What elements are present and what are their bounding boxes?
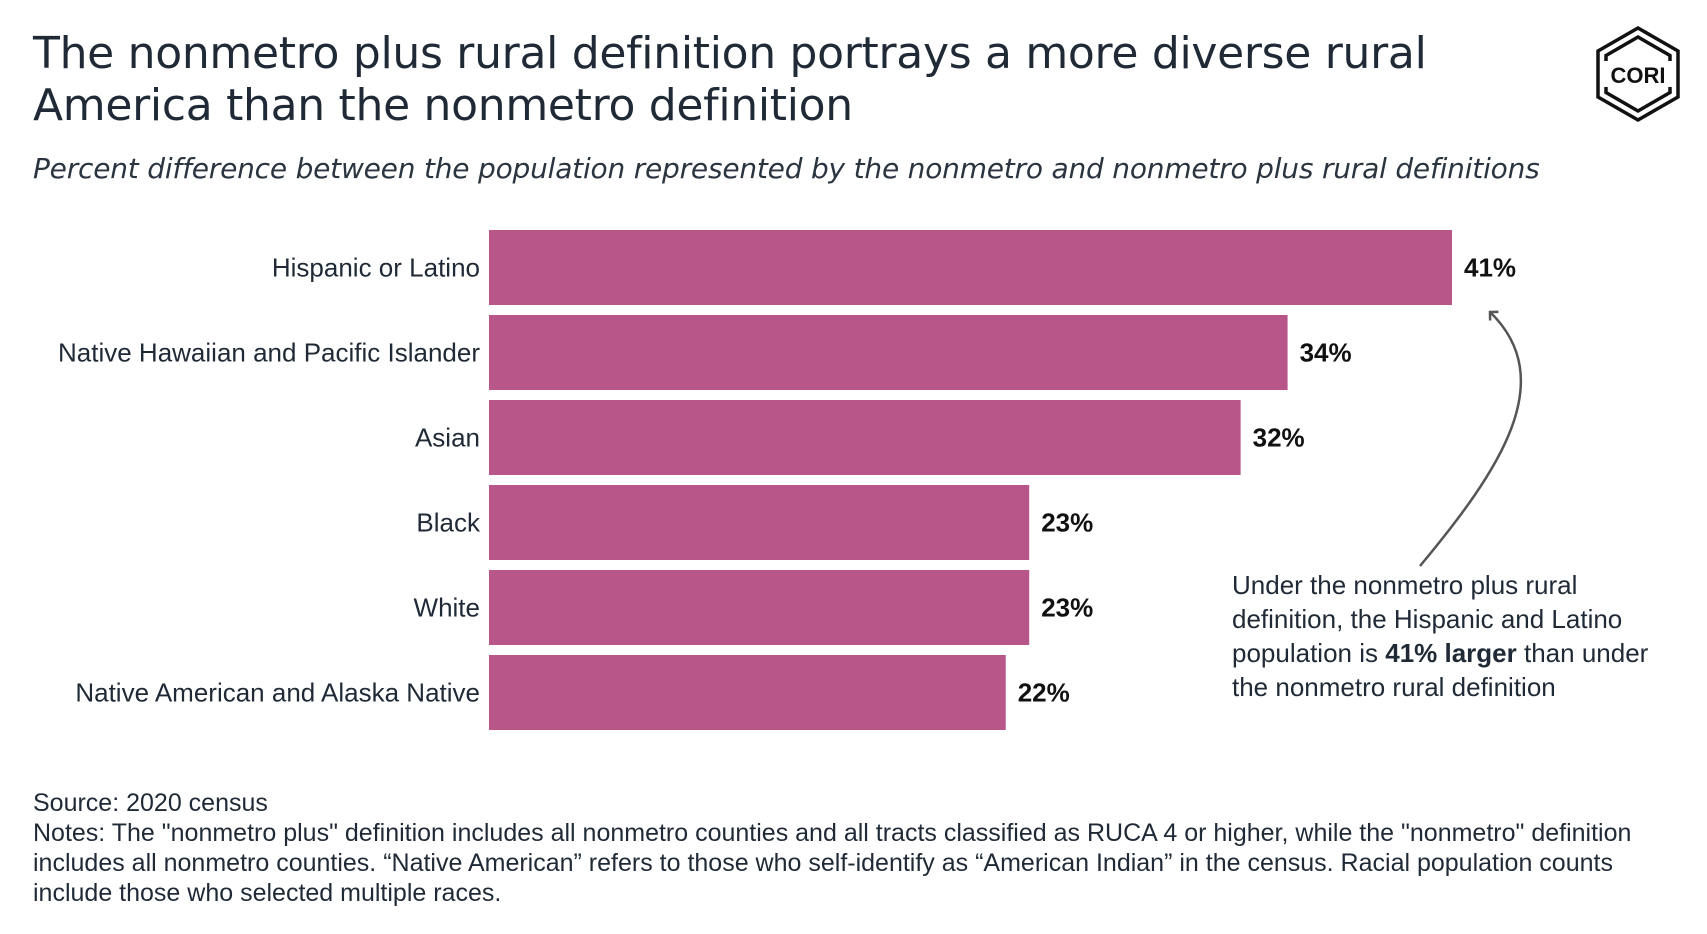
value-labels-group: 41% 34% 32% 23% 23% 22%	[1018, 253, 1516, 708]
annotation-text-bold: 41% larger	[1385, 638, 1517, 668]
category-label-2: Asian	[415, 423, 480, 453]
value-label-3: 23%	[1041, 508, 1093, 538]
annotation-text-before: Under the nonmetro plus rural definition…	[1232, 570, 1623, 668]
bar-2	[489, 400, 1241, 475]
chart-footer: Source: 2020 census Notes: The "nonmetro…	[33, 788, 1683, 908]
chart-subtitle: Percent difference between the populatio…	[33, 152, 1540, 185]
bars-group	[489, 230, 1452, 730]
value-label-1: 34%	[1300, 338, 1352, 368]
category-label-1: Native Hawaiian and Pacific Islander	[58, 338, 480, 368]
chart-title: The nonmetro plus rural definition portr…	[33, 28, 1427, 131]
bar-5	[489, 655, 1006, 730]
source-note: Source: 2020 census	[33, 789, 268, 817]
value-label-4: 23%	[1041, 593, 1093, 623]
category-label-3: Black	[416, 508, 481, 538]
bar-1	[489, 315, 1288, 390]
value-label-0: 41%	[1464, 253, 1516, 283]
annotation-text-after: than under the nonmetro rural definition	[1232, 638, 1649, 702]
bar-0	[489, 230, 1452, 305]
notes-text: Notes: The "nonmetro plus" definition in…	[33, 819, 1632, 907]
cori-logo-outer-hexagon	[1596, 25, 1680, 123]
value-label-2: 32%	[1253, 423, 1305, 453]
cori-logo-inner-hexagon	[1604, 34, 1672, 114]
category-label-0: Hispanic or Latino	[272, 253, 480, 283]
category-label-5: Native American and Alaska Native	[75, 678, 480, 708]
annotation-text: Under the nonmetro plus rural definition…	[1232, 568, 1652, 704]
bar-4	[489, 570, 1030, 645]
category-labels-group: Hispanic or Latino Native Hawaiian and Pa…	[58, 253, 481, 708]
cori-logo-text: CORI	[1611, 63, 1666, 88]
cori-logo: CORI	[1596, 25, 1680, 123]
category-label-4: White	[414, 593, 480, 623]
value-label-5: 22%	[1018, 678, 1070, 708]
bar-chart: Hispanic or Latino Native Hawaiian and Pa…	[58, 230, 1523, 730]
annotation-arrow	[1419, 310, 1523, 567]
bar-3	[489, 485, 1030, 560]
